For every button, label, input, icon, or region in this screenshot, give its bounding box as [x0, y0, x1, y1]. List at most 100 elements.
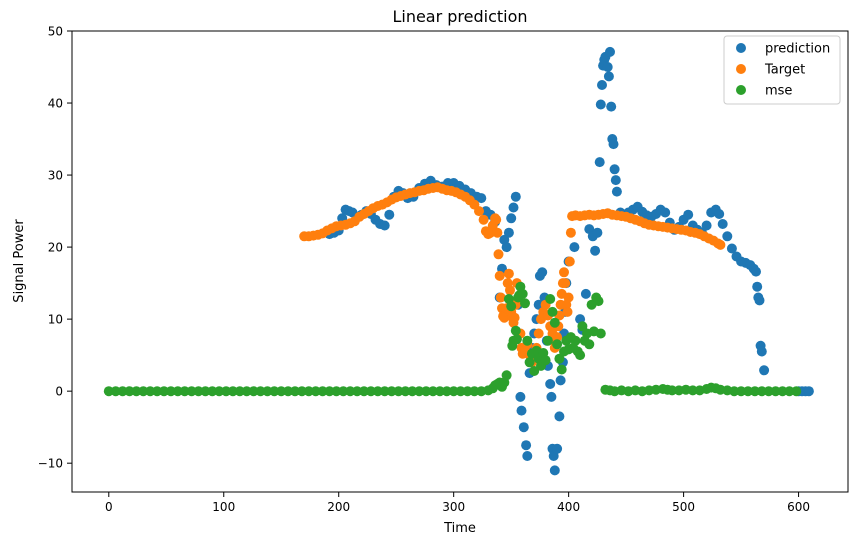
data-point	[552, 332, 563, 343]
data-point	[262, 386, 273, 397]
data-point	[131, 386, 142, 397]
data-point	[493, 249, 504, 260]
data-point	[241, 386, 252, 397]
data-point	[227, 386, 238, 397]
data-point	[317, 386, 328, 397]
legend: prediction Target mse	[723, 35, 841, 105]
data-point	[193, 386, 204, 397]
data-point	[754, 295, 765, 306]
legend-marker	[736, 43, 746, 53]
y-tick-label: 10	[48, 313, 63, 327]
data-point	[476, 193, 487, 204]
data-point	[602, 62, 613, 72]
data-point	[407, 386, 418, 397]
data-point	[331, 386, 342, 397]
data-point	[546, 391, 557, 402]
y-tick-label: 40	[48, 97, 63, 111]
data-point	[552, 443, 563, 454]
data-point	[791, 386, 802, 397]
data-point	[683, 209, 694, 220]
data-point	[537, 267, 548, 278]
y-axis: −10 0 10 20 30 40 50	[38, 25, 72, 471]
data-point	[554, 353, 565, 364]
data-point	[521, 440, 532, 451]
data-point	[509, 312, 520, 323]
data-point	[494, 270, 505, 281]
data-point	[595, 99, 606, 110]
data-point	[522, 335, 533, 346]
data-point	[434, 386, 445, 397]
data-point	[722, 231, 733, 242]
data-point	[756, 386, 767, 397]
chart-title: Linear prediction	[392, 7, 527, 26]
data-point	[529, 366, 540, 376]
data-point	[608, 139, 619, 150]
data-point	[255, 386, 266, 397]
data-point	[491, 214, 502, 225]
data-point	[117, 386, 128, 397]
data-point	[542, 335, 553, 346]
x-tick-label: 0	[105, 500, 113, 514]
data-point	[594, 157, 605, 168]
data-point	[400, 386, 411, 397]
data-point	[603, 71, 614, 82]
data-point	[547, 306, 558, 317]
y-tick-label: 50	[48, 25, 63, 39]
data-point	[729, 386, 740, 397]
data-point	[428, 386, 438, 397]
data-point	[269, 386, 280, 397]
data-point	[751, 266, 761, 277]
data-point	[515, 391, 526, 402]
data-point	[714, 209, 725, 219]
data-point	[552, 339, 563, 350]
legend-label: prediction	[765, 42, 830, 57]
data-point	[565, 227, 576, 238]
data-point	[379, 220, 390, 231]
data-point	[569, 242, 580, 253]
data-point	[606, 101, 617, 112]
data-point	[584, 339, 595, 350]
data-point	[495, 292, 506, 303]
data-point	[577, 321, 588, 332]
data-point	[610, 175, 621, 186]
data-point	[749, 386, 760, 397]
data-point	[590, 245, 601, 256]
data-point	[414, 386, 425, 397]
data-point	[595, 328, 606, 339]
series-mse	[103, 281, 802, 397]
data-point	[276, 386, 287, 397]
data-point	[687, 385, 698, 396]
data-point	[736, 386, 747, 397]
data-point	[207, 386, 218, 397]
data-point	[372, 386, 383, 397]
data-point	[145, 386, 156, 397]
data-point	[338, 386, 349, 397]
x-axis-label: Time	[443, 521, 476, 536]
y-tick-label: −10	[38, 457, 63, 471]
data-point	[393, 386, 404, 397]
data-point	[310, 386, 321, 397]
data-point	[290, 386, 300, 397]
data-point	[580, 288, 591, 299]
legend-marker	[736, 64, 746, 74]
data-point	[441, 386, 452, 397]
data-point	[359, 386, 369, 397]
data-point	[510, 191, 521, 202]
data-point	[345, 386, 356, 397]
data-point	[545, 379, 556, 389]
x-axis: 0 100 200 300 400 500 600	[105, 492, 810, 514]
data-point	[421, 386, 432, 397]
x-tick-label: 600	[787, 500, 810, 514]
data-point	[555, 375, 566, 386]
data-point	[522, 451, 533, 461]
data-point	[533, 299, 544, 310]
data-point	[559, 267, 569, 278]
data-point	[200, 386, 211, 397]
data-point	[597, 80, 607, 90]
y-tick-label: 30	[48, 169, 63, 183]
data-point	[159, 386, 169, 397]
data-point	[474, 206, 484, 217]
data-point	[554, 411, 565, 422]
data-point	[379, 386, 390, 397]
